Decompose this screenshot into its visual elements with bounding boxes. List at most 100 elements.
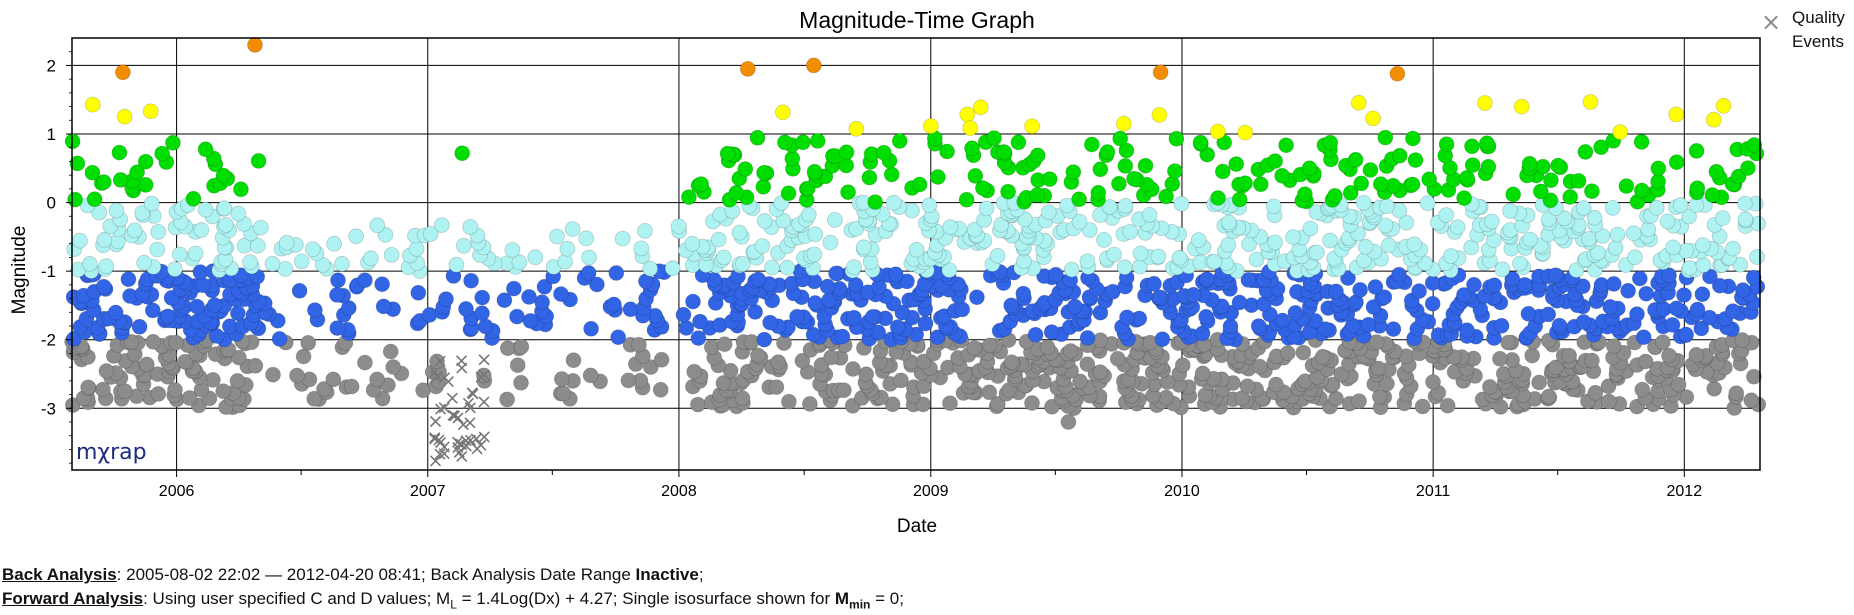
event-point — [1265, 198, 1282, 215]
event-point — [559, 240, 576, 257]
event-point — [1407, 152, 1424, 169]
event-point — [1367, 279, 1384, 295]
event-point — [1587, 384, 1604, 401]
back-analysis-link[interactable]: Back Analysis — [2, 565, 117, 584]
y-tick-label: -3 — [41, 399, 56, 418]
event-point — [958, 191, 975, 208]
event-point — [1463, 239, 1480, 256]
event-point — [795, 134, 811, 151]
event-point — [1279, 345, 1296, 362]
event-point — [150, 385, 167, 402]
event-point — [1389, 65, 1406, 82]
quality-event-marker — [451, 436, 464, 448]
event-point — [1146, 275, 1162, 292]
event-point — [1640, 221, 1657, 238]
event-point — [1562, 189, 1579, 205]
event-point — [1132, 245, 1149, 262]
event-point — [1083, 136, 1100, 153]
event-point — [848, 120, 865, 137]
event-point — [1620, 282, 1636, 299]
x-tick-label: 2011 — [1416, 483, 1451, 500]
event-point — [1456, 287, 1472, 303]
event-point — [433, 217, 450, 234]
event-point — [755, 178, 772, 195]
quality-event-marker — [435, 403, 447, 415]
event-point — [1043, 324, 1060, 341]
event-point — [123, 333, 140, 350]
event-point — [477, 318, 494, 335]
quality-event-marker — [478, 369, 490, 381]
event-point — [1355, 194, 1372, 211]
event-point — [1377, 217, 1394, 234]
forward-analysis-link[interactable]: Forward Analysis — [2, 589, 144, 608]
event-point — [1137, 157, 1154, 174]
event-point — [496, 292, 513, 309]
event-point — [1670, 376, 1687, 393]
event-point — [356, 272, 373, 289]
event-point — [1542, 192, 1559, 209]
event-point — [369, 217, 386, 234]
event-point — [1584, 183, 1600, 200]
event-point — [582, 367, 599, 384]
event-point — [1424, 295, 1441, 312]
event-point — [343, 378, 360, 395]
quality-events-icon: × — [1761, 8, 1782, 36]
event-point — [716, 336, 733, 353]
event-point — [252, 219, 269, 236]
event-point — [678, 320, 695, 336]
event-point — [1540, 388, 1557, 405]
event-point — [1688, 346, 1705, 363]
event-point — [775, 104, 791, 121]
event-point — [589, 276, 605, 293]
event-point — [1728, 385, 1745, 402]
event-point — [1737, 195, 1753, 212]
event-point — [1638, 285, 1655, 302]
event-point — [1221, 214, 1237, 231]
event-point — [614, 230, 631, 247]
event-point — [1251, 358, 1268, 375]
axis-ticks: 2006 2007 2008 2009 2010 2011 2012 2 1 0 -1 -2 -3 — [41, 51, 1702, 500]
event-point — [72, 232, 88, 249]
event-point — [1214, 163, 1231, 180]
event-point — [620, 372, 637, 389]
event-point — [962, 120, 979, 137]
event-point — [1406, 236, 1423, 253]
event-point — [1627, 249, 1643, 266]
event-point — [887, 266, 904, 283]
event-point — [1688, 142, 1705, 159]
event-point — [149, 241, 166, 258]
quality-event-marker — [429, 432, 441, 444]
event-point — [1664, 316, 1681, 333]
event-point — [930, 169, 946, 185]
event-point — [1735, 282, 1751, 299]
event-point — [144, 302, 161, 319]
event-point — [356, 354, 373, 371]
event-point — [885, 194, 902, 211]
event-point — [1540, 306, 1557, 323]
event-point — [509, 308, 525, 325]
event-point — [652, 381, 669, 398]
event-point — [474, 289, 491, 306]
event-point — [993, 216, 1009, 233]
event-point — [610, 329, 627, 346]
event-point — [1689, 301, 1706, 318]
event-point — [1072, 373, 1088, 390]
event-point — [69, 155, 86, 172]
quality-event-marker — [464, 417, 476, 429]
event-point — [719, 145, 736, 162]
event-point — [348, 228, 365, 245]
event-point — [1661, 347, 1677, 364]
event-point — [1405, 130, 1421, 147]
event-point — [1062, 343, 1079, 359]
event-point — [1141, 206, 1158, 223]
event-point — [1237, 124, 1254, 141]
event-point — [794, 352, 811, 369]
event-point — [229, 372, 246, 389]
event-point — [474, 305, 490, 322]
event-point — [981, 337, 998, 354]
event-point — [117, 383, 133, 400]
quality-event-marker — [475, 439, 487, 451]
event-point — [764, 259, 780, 276]
event-point — [204, 371, 221, 388]
event-point — [1118, 142, 1135, 159]
